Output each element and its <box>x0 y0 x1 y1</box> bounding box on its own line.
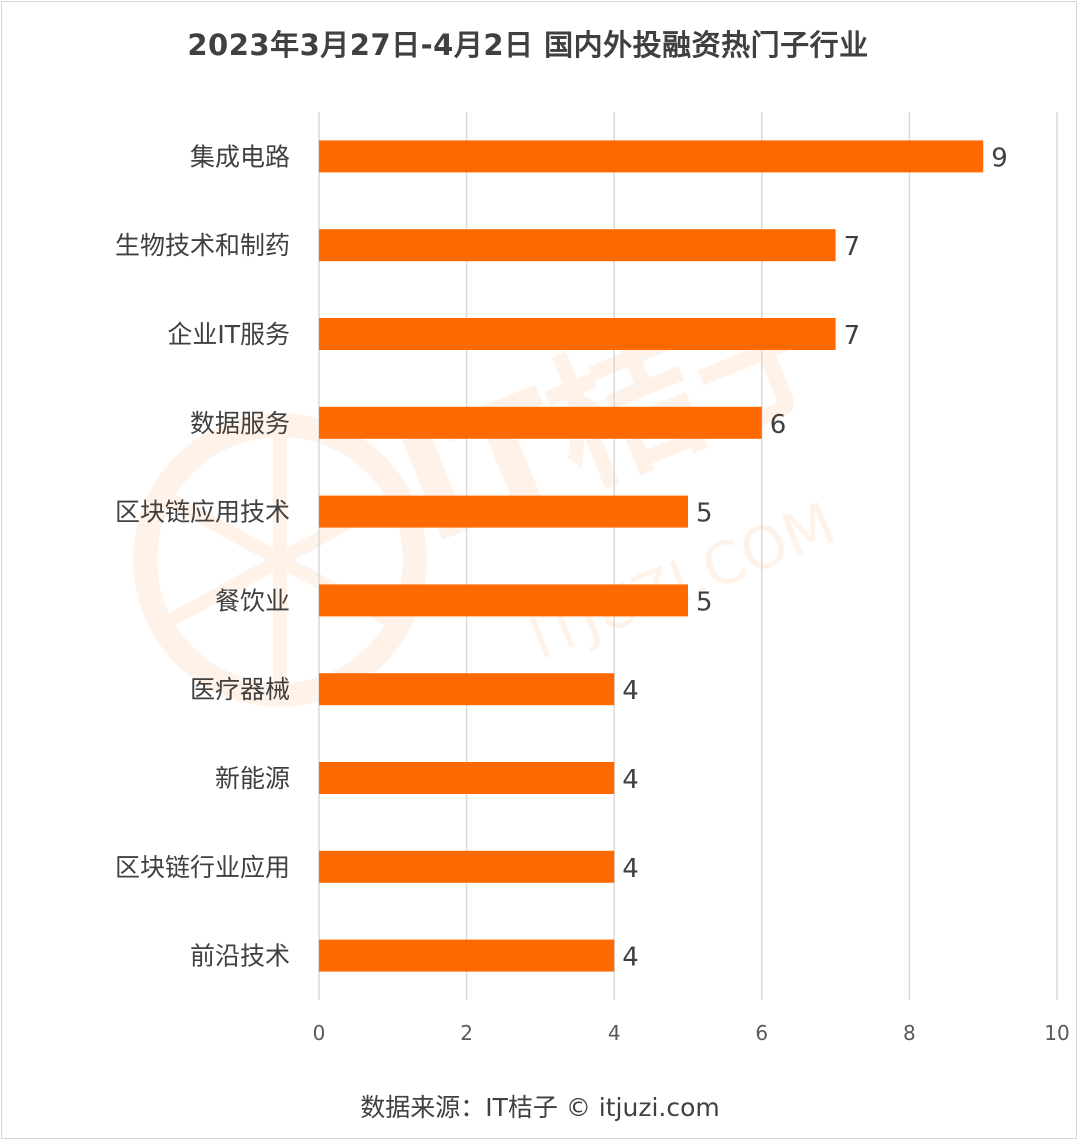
data-label: 5 <box>696 499 713 529</box>
data-label: 4 <box>622 854 639 884</box>
bar <box>319 318 836 350</box>
category-label: 企业IT服务 <box>167 320 290 349</box>
data-labels: 9 7 7 6 5 5 4 4 4 4 <box>622 143 1008 972</box>
chart-title: 2023年3月27日-4月2日 国内外投融资热门子行业 <box>187 28 869 62</box>
bar <box>319 495 688 528</box>
x-tick-label: 2 <box>460 1021 473 1045</box>
data-source-note: 数据来源：IT桔子 © itjuzi.com <box>360 1093 720 1122</box>
x-tick-label: 6 <box>755 1021 768 1045</box>
data-label: 7 <box>844 232 861 262</box>
bar <box>319 850 615 883</box>
category-label: 生物技术和制药 <box>115 231 290 260</box>
category-label: 餐饮业 <box>215 586 290 615</box>
x-tick-label: 8 <box>903 1021 916 1045</box>
data-label: 9 <box>991 143 1008 173</box>
bar <box>319 673 615 706</box>
x-tick-label: 10 <box>1044 1021 1069 1045</box>
bar-chart: 集成电路生物技术和制药企业IT服务数据服务区块链应用技术餐饮业医疗器械新能源区块… <box>115 112 1070 1045</box>
category-label: 医疗器械 <box>190 675 290 704</box>
data-label: 4 <box>622 943 639 973</box>
bars <box>319 140 984 972</box>
bar <box>319 140 984 173</box>
data-label: 4 <box>622 765 639 795</box>
category-label: 数据服务 <box>190 409 290 438</box>
data-label: 6 <box>770 410 787 440</box>
category-labels: 集成电路生物技术和制药企业IT服务数据服务区块链应用技术餐饮业医疗器械新能源区块… <box>115 142 290 970</box>
bar <box>319 762 615 794</box>
data-label: 4 <box>622 676 639 706</box>
bar <box>319 584 688 617</box>
bar <box>319 229 836 262</box>
category-label: 前沿技术 <box>190 942 290 971</box>
x-tick-label: 4 <box>608 1021 621 1045</box>
x-axis-ticks: 0 2 4 6 8 10 <box>313 1021 1070 1045</box>
data-label: 5 <box>696 587 713 617</box>
category-label: 区块链行业应用 <box>115 853 290 882</box>
x-tick-label: 0 <box>313 1021 326 1045</box>
category-label: 集成电路 <box>190 142 290 171</box>
bar <box>319 939 615 972</box>
data-label: 7 <box>844 321 861 351</box>
category-label: 区块链应用技术 <box>115 498 290 527</box>
category-label: 新能源 <box>215 764 290 793</box>
bar <box>319 406 762 439</box>
